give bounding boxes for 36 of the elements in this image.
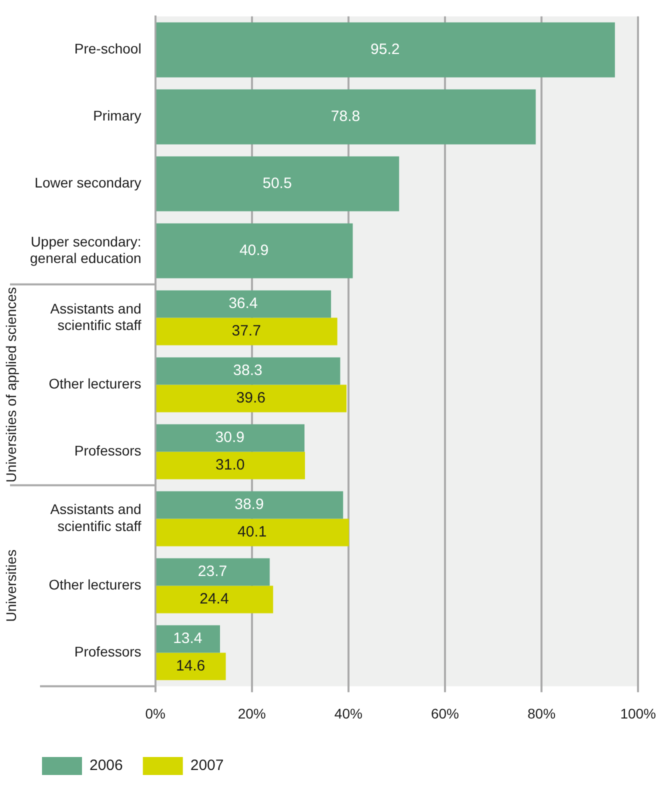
- y-tick-label: Assistants and scientific staff: [50, 501, 142, 534]
- data-label: 31.0: [216, 456, 245, 474]
- x-tick-label: 40%: [334, 705, 362, 722]
- data-label: 23.7: [198, 563, 228, 580]
- text: Universities of applied sciences: [2, 287, 19, 482]
- data-label: 40.9: [239, 242, 269, 259]
- y-tick-label: Other lecturers: [48, 376, 142, 392]
- data-label: 30.9: [215, 429, 244, 446]
- data-label: 78.8: [330, 108, 360, 126]
- data-label: 38.9: [234, 496, 264, 514]
- y-tick-label: Pre-school: [74, 40, 142, 57]
- y-tick-label: Assistants and scientific staff: [50, 300, 142, 334]
- x-tick-label: 0%: [145, 705, 166, 722]
- data-label: 37.7: [232, 322, 261, 340]
- x-tick-label: 80%: [528, 705, 556, 722]
- data-label: 40.1: [238, 524, 267, 541]
- x-tick-label: 20%: [238, 705, 266, 722]
- data-label: 95.2: [370, 41, 400, 58]
- y-tick-label: Upper secondary: general education: [30, 233, 142, 266]
- data-label: 39.6: [236, 390, 266, 407]
- data-label: 38.3: [233, 362, 262, 380]
- y-tick-label: Professors: [74, 644, 142, 660]
- x-tick-label: 60%: [430, 705, 459, 722]
- y-tick-label: Primary: [93, 108, 142, 124]
- y-tick-label: Professors: [74, 442, 142, 459]
- y-tick-label: Lower secondary: [34, 174, 142, 191]
- data-label: 14.6: [176, 658, 206, 675]
- data-label: 13.4: [173, 630, 202, 648]
- legend-label: 2007: [190, 757, 224, 774]
- data-label: 50.5: [262, 174, 292, 192]
- x-tick-label: 100%: [620, 705, 656, 722]
- data-label: 36.4: [228, 295, 258, 312]
- legend-label: 2006: [90, 757, 123, 774]
- text: Universities: [2, 550, 19, 622]
- data-label: 24.4: [200, 590, 229, 608]
- y-tick-label: Other lecturers: [48, 576, 142, 593]
